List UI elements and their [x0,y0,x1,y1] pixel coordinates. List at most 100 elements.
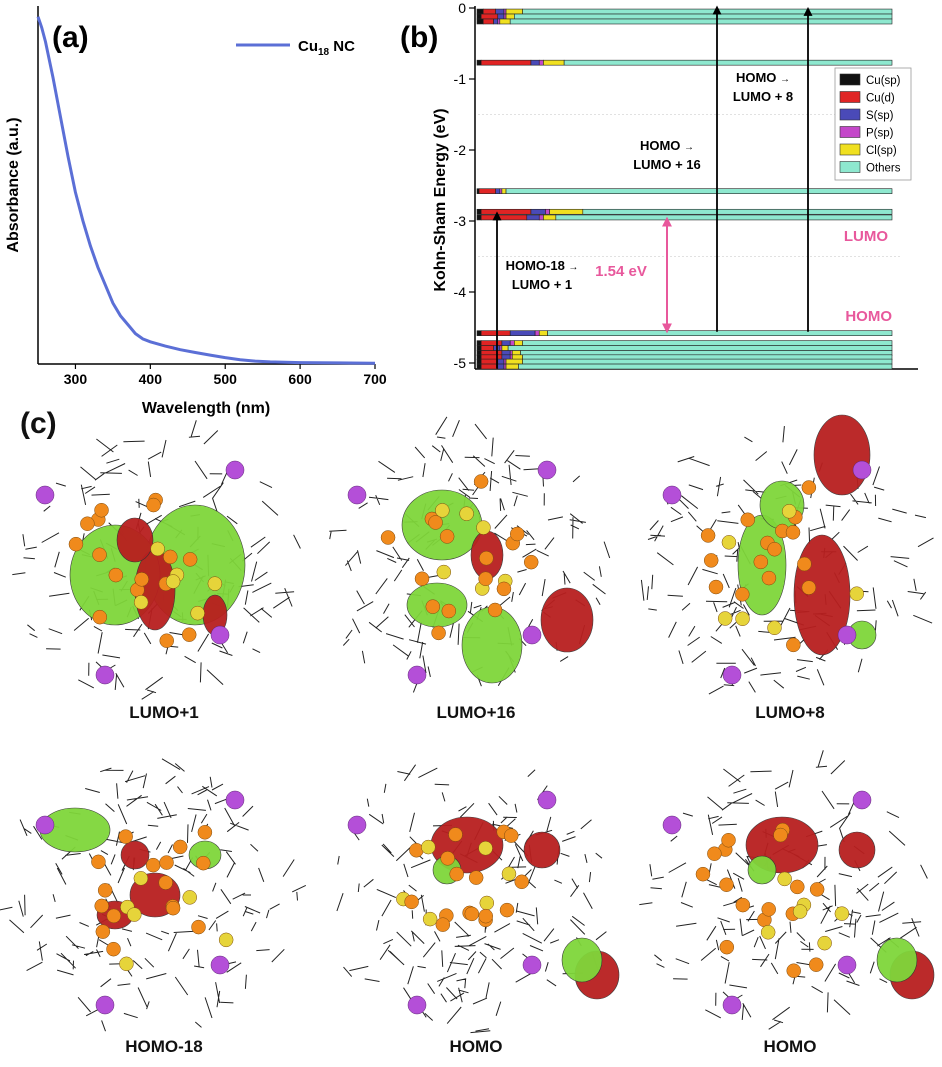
atom-p [852,790,872,810]
orbital-lobe-red [540,587,594,653]
panel-b-level-segment [522,358,893,365]
atom-cu [68,536,84,552]
atom-p [522,955,542,975]
atom-p [347,815,367,835]
panel-a-x-tick-label: 300 [64,371,88,387]
panel-b-level-segment [582,208,893,215]
panel-b-levels [476,8,893,370]
ligand-framework [336,764,607,1034]
panel-b-legend: Cu(sp) Cu(d) S(sp) P(sp) Cl(sp) Others [834,67,912,181]
atom-cu [761,570,777,586]
atom-cu [414,571,430,587]
atom-cu [380,530,396,545]
atom-s [150,541,165,557]
atom-s [781,504,797,519]
atom-cu [91,854,106,870]
atom-s [133,595,149,610]
atom-cu [767,541,782,557]
atom-cu [790,879,805,895]
atom-p [722,665,742,685]
atom-cu [809,882,825,897]
panel-b-y-tick-label: -3 [454,213,467,229]
atom-cu [499,902,515,918]
atom-cu [191,919,206,935]
atom-cu [478,908,494,924]
panel-b-level-segment [476,363,482,370]
atom-p [722,995,742,1015]
orbital-images [0,414,935,1034]
panel-b-level-segment [503,358,507,365]
atom-cu [473,474,489,489]
panel-a-axes [37,6,375,365]
atom-p [347,485,367,505]
atom-cu [740,512,755,528]
panel-b-level-segment [480,345,494,351]
atom-cu [94,502,109,518]
panel-b-legend-label: P(sp) [866,128,894,140]
atom-p [407,995,427,1015]
panel-b-legend-label: Others [866,163,901,175]
orbital-lobe-red [120,840,150,870]
atom-s [792,904,808,919]
panel-b-level-segment [482,8,496,15]
panel-b-gap-label: 1.54 eV [595,263,647,280]
caption-homo-b: HOMO [763,1037,817,1056]
atom-s [717,611,733,626]
atom-cu [721,832,736,848]
panel-b-y-ticks: 0 -1 -2 -3 -4 -5 [454,0,900,371]
atom-s [218,932,234,948]
panel-b-level-segment [476,330,482,336]
atom-cu [514,874,529,890]
panel-b-homo-label: HOMO [845,308,892,325]
panel-b-level-segment [534,330,540,336]
panel-b-level-segment [549,208,584,215]
atom-p [662,485,682,505]
panel-b-level-segment [555,214,893,221]
atom-p [225,460,245,480]
panel-a-x-tick-label: 700 [363,371,387,387]
panel-b-level-segment [480,340,503,346]
atom-p [95,665,115,685]
panel-b-level-segment [543,214,557,221]
atom-cu [431,625,446,641]
panel-b-level-segment [563,59,893,66]
atom-cu [468,870,484,885]
panel-b-level-segment [503,8,507,15]
atom-cu [106,908,122,924]
atom-cu [479,550,494,566]
atom-p [662,815,682,835]
panel-b-level-segment [501,345,509,351]
atom-s [834,906,850,921]
atom-cu [97,883,113,898]
atom-cu [159,633,174,648]
atom-cu [503,828,519,843]
orbital-lobe-green [747,855,777,885]
atom-p [210,955,230,975]
atom-cu [786,963,801,978]
atom-cu [95,924,111,939]
panel-b-legend-label: Cu(d) [866,93,895,105]
panel-b-legend-swatch [839,73,861,86]
panel-b-level-segment [476,8,484,15]
atom-s [182,890,197,905]
panel-b-level-segment [514,340,523,346]
atom-s [501,866,517,882]
atom-cu [108,567,124,583]
panel-b-transition-label: LUMO + 1 [512,277,572,292]
orbital-lobe-red [838,831,876,869]
atom-s [119,956,134,972]
orbital-lobe-red [813,414,871,496]
atom-cu [700,528,716,543]
atom-p [95,995,115,1015]
atom-s [735,611,750,626]
panel-b-y-tick-label: 0 [458,0,466,16]
atom-p [35,815,55,835]
atom-s [165,574,181,589]
atom-s [421,839,436,855]
atom-cu [94,898,109,914]
panel-b-level-segment [509,330,536,336]
panel-b-legend-swatch [839,91,861,103]
atom-cu [145,857,161,873]
caption-lumo-plus-16: LUMO+16 [436,703,516,722]
panel-b-level-segment [476,18,484,25]
